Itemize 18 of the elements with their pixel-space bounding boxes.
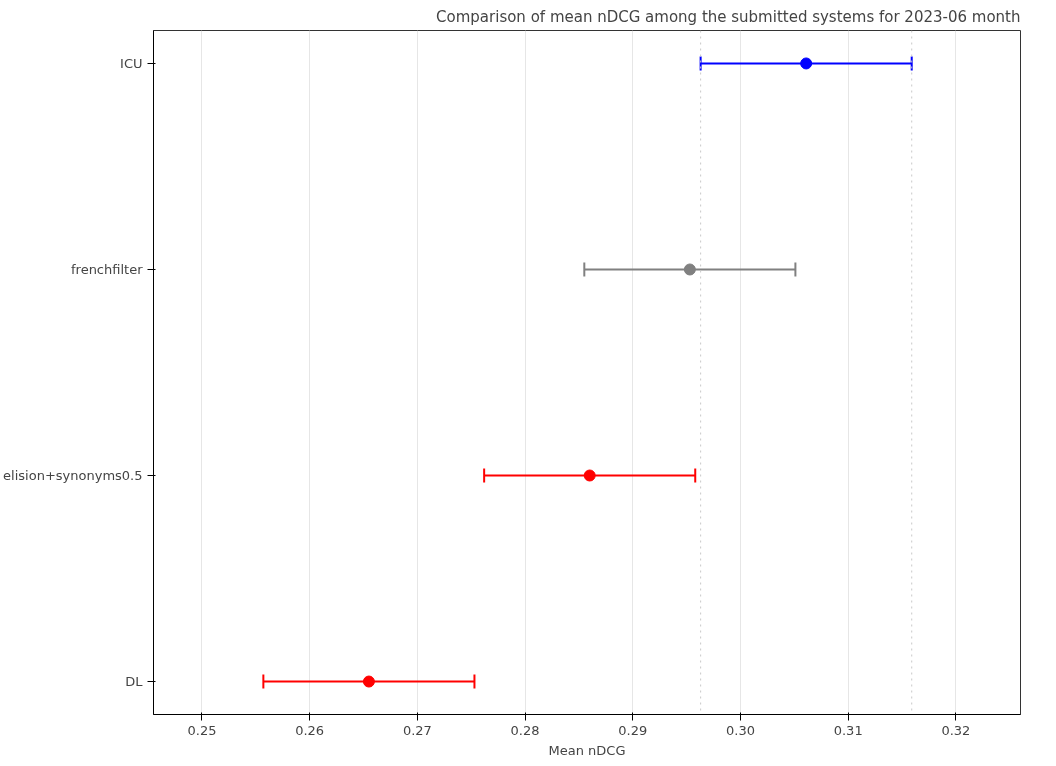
x-tick-label: 0.26 (295, 722, 325, 738)
y-tick-label: ICU (120, 55, 143, 71)
y-tick-label: DL (125, 674, 144, 690)
point (683, 263, 696, 276)
x-tick-label: 0.27 (402, 722, 432, 738)
chart-title: Comparison of mean nDCG among the submitted systems for 2023-06 month (436, 7, 1021, 26)
x-tick-label: 0.28 (510, 722, 540, 738)
x-axis-title: Mean nDCG (548, 742, 626, 758)
y-tick-label: frenchfilter (71, 261, 144, 277)
point (362, 675, 375, 688)
x-tick-label: 0.29 (618, 722, 648, 738)
x-tick-label: 0.25 (187, 722, 217, 738)
x-tick-label: 0.30 (726, 722, 755, 738)
point (800, 57, 813, 70)
y-tick-label: elision+synonyms0.5 (3, 468, 143, 484)
point (583, 469, 596, 482)
x-tick-label: 0.31 (833, 722, 863, 738)
x-tick-label: 0.32 (941, 722, 971, 738)
